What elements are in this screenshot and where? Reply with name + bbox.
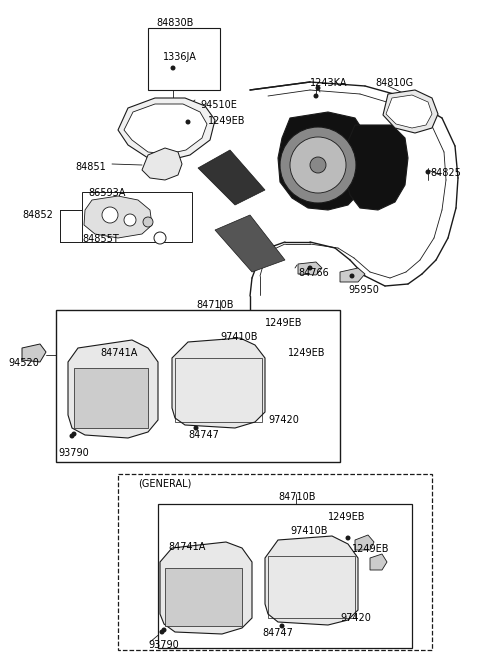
Circle shape [193,426,199,430]
Circle shape [70,434,74,438]
Polygon shape [370,554,387,570]
Text: 1249EB: 1249EB [288,348,325,358]
Polygon shape [124,104,207,154]
Polygon shape [340,268,365,282]
Circle shape [360,542,364,546]
Text: 94510E: 94510E [200,100,237,110]
Circle shape [425,170,431,174]
Text: 93790: 93790 [58,448,89,458]
Circle shape [349,274,355,278]
Text: 84710B: 84710B [196,300,233,310]
Text: (GENERAL): (GENERAL) [138,478,192,488]
Polygon shape [142,148,182,180]
Polygon shape [84,196,152,238]
Text: 84766: 84766 [298,268,329,278]
Polygon shape [298,262,322,275]
Circle shape [245,409,251,415]
Text: 84747: 84747 [188,430,219,440]
Text: 97410B: 97410B [290,526,327,536]
Circle shape [279,624,285,629]
Text: 84810G: 84810G [375,78,413,88]
Text: 84747: 84747 [262,628,293,638]
Polygon shape [386,95,432,128]
Circle shape [308,265,312,271]
Text: 1249EB: 1249EB [265,318,302,328]
Bar [158,504,412,648]
Circle shape [102,207,118,223]
Polygon shape [355,535,374,550]
Polygon shape [383,90,438,133]
Circle shape [161,627,167,633]
Polygon shape [22,344,46,362]
Polygon shape [345,125,408,210]
Text: 93790: 93790 [148,640,179,650]
Circle shape [337,607,343,612]
Text: 97420: 97420 [340,613,371,623]
Polygon shape [160,542,252,634]
Text: 84741A: 84741A [100,348,137,358]
Text: 84825: 84825 [430,168,461,178]
Bar [175,358,262,422]
Polygon shape [118,98,215,160]
Text: 84852: 84852 [22,210,53,220]
Circle shape [72,432,76,436]
Circle shape [154,232,166,244]
Circle shape [143,217,153,227]
Bar [74,368,148,428]
Text: 1249EB: 1249EB [328,512,365,522]
Circle shape [159,629,165,635]
Text: 84710B: 84710B [278,492,315,502]
Circle shape [310,157,326,173]
Bar [82,192,192,242]
Text: 1243KA: 1243KA [310,78,348,88]
Circle shape [124,214,136,226]
Text: 84830B: 84830B [156,18,194,28]
Circle shape [185,119,191,124]
Circle shape [346,536,350,540]
Text: 94520: 94520 [8,358,39,368]
Polygon shape [172,338,265,428]
Bar [118,474,432,650]
Circle shape [290,137,346,193]
Circle shape [315,86,321,90]
Polygon shape [265,536,358,625]
Circle shape [280,127,356,203]
Text: 97420: 97420 [268,415,299,425]
Polygon shape [198,150,265,205]
Text: 95950: 95950 [348,285,379,295]
Text: 84741A: 84741A [168,542,205,552]
Text: 97410B: 97410B [220,332,257,342]
Text: 1249EB: 1249EB [352,544,389,554]
Polygon shape [278,112,370,210]
Polygon shape [215,215,285,272]
Polygon shape [68,340,158,438]
Circle shape [170,66,176,71]
Bar [56,310,340,462]
Bar [165,568,242,626]
Circle shape [313,94,319,98]
Bar [148,28,220,90]
Text: 1336JA: 1336JA [163,52,197,62]
Text: 86593A: 86593A [88,188,125,198]
Bar [268,556,355,618]
Text: 1249EB: 1249EB [208,116,245,126]
Text: 84851: 84851 [75,162,106,172]
Text: 84855T: 84855T [82,234,119,244]
Circle shape [255,354,261,358]
